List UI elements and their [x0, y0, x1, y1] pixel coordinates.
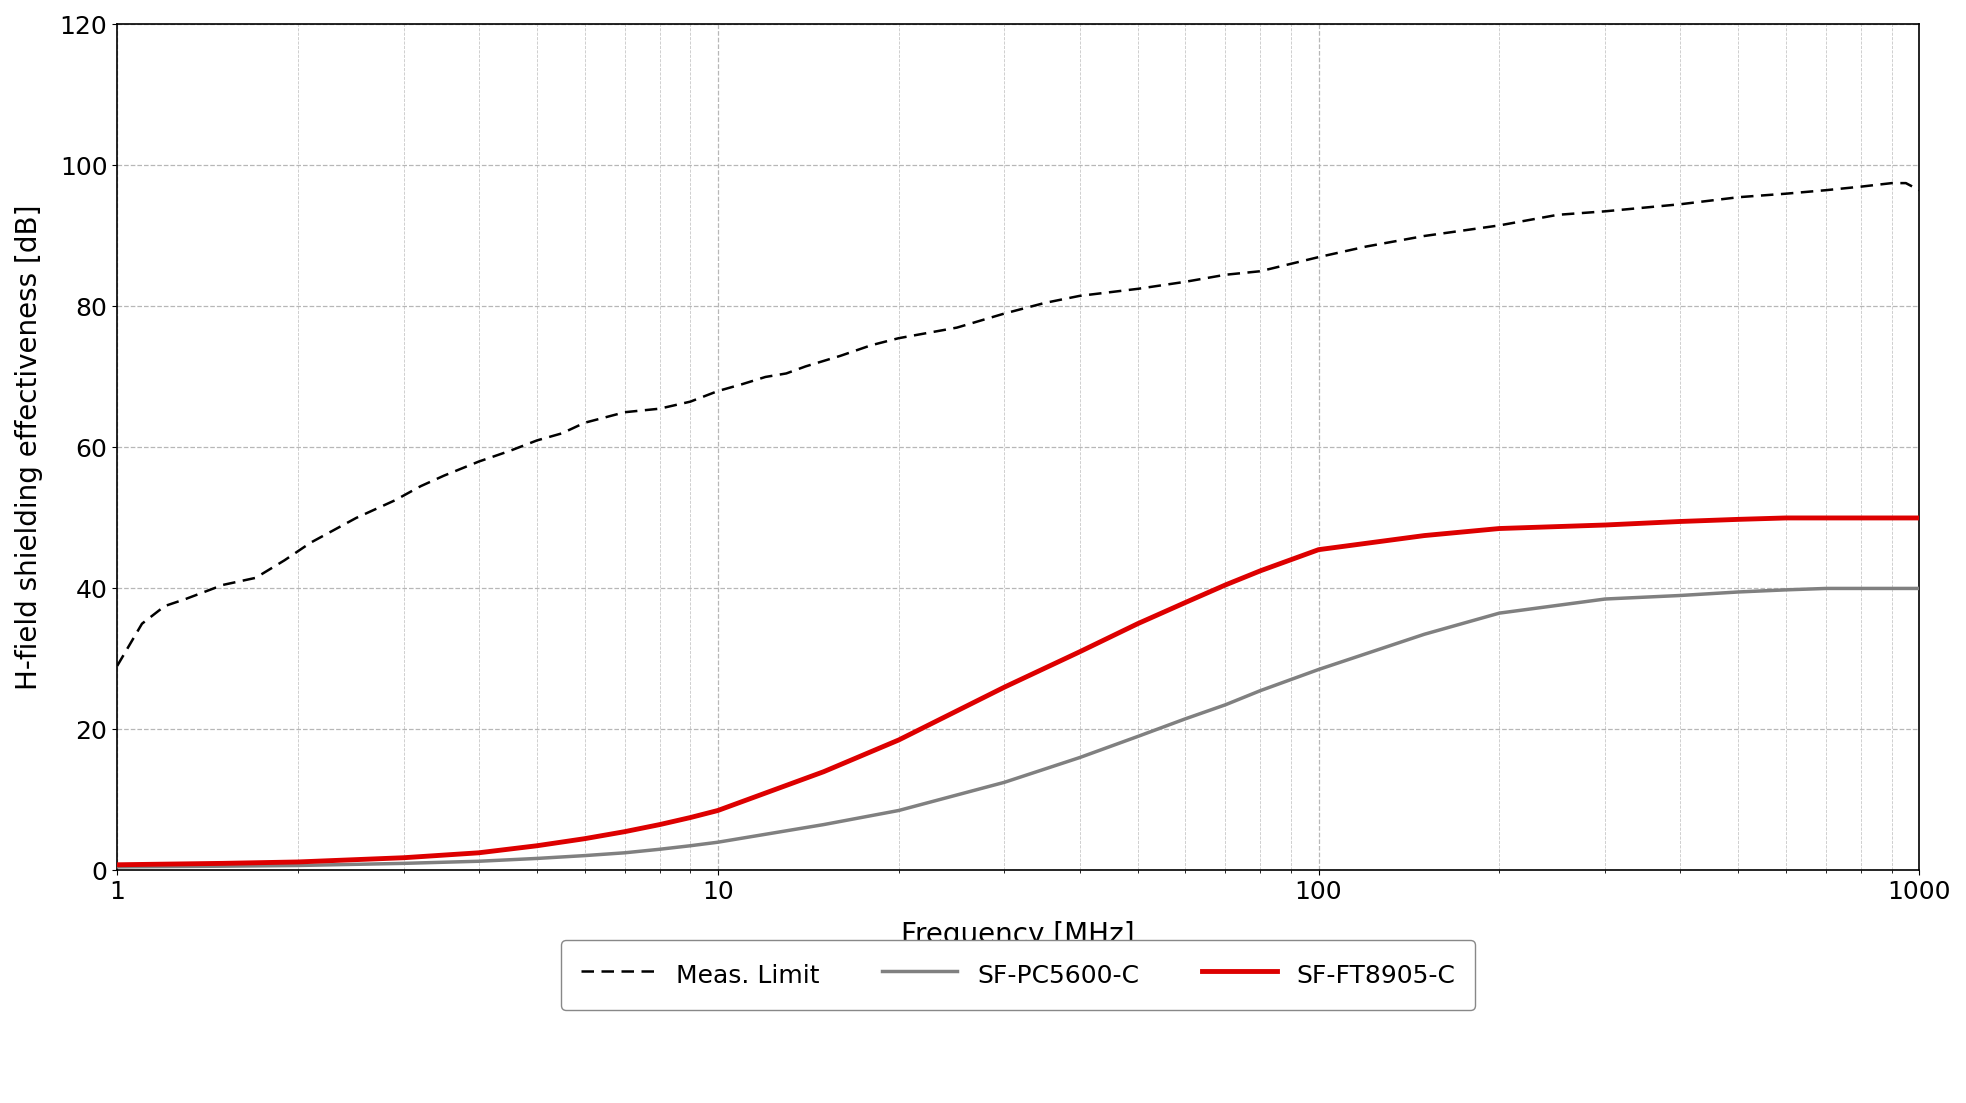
Legend: Meas. Limit, SF-PC5600-C, SF-FT8905-C: Meas. Limit, SF-PC5600-C, SF-FT8905-C	[560, 940, 1474, 1010]
Y-axis label: H-field shielding effectiveness [dB]: H-field shielding effectiveness [dB]	[16, 205, 43, 690]
X-axis label: Frequency [MHz]: Frequency [MHz]	[900, 921, 1134, 949]
